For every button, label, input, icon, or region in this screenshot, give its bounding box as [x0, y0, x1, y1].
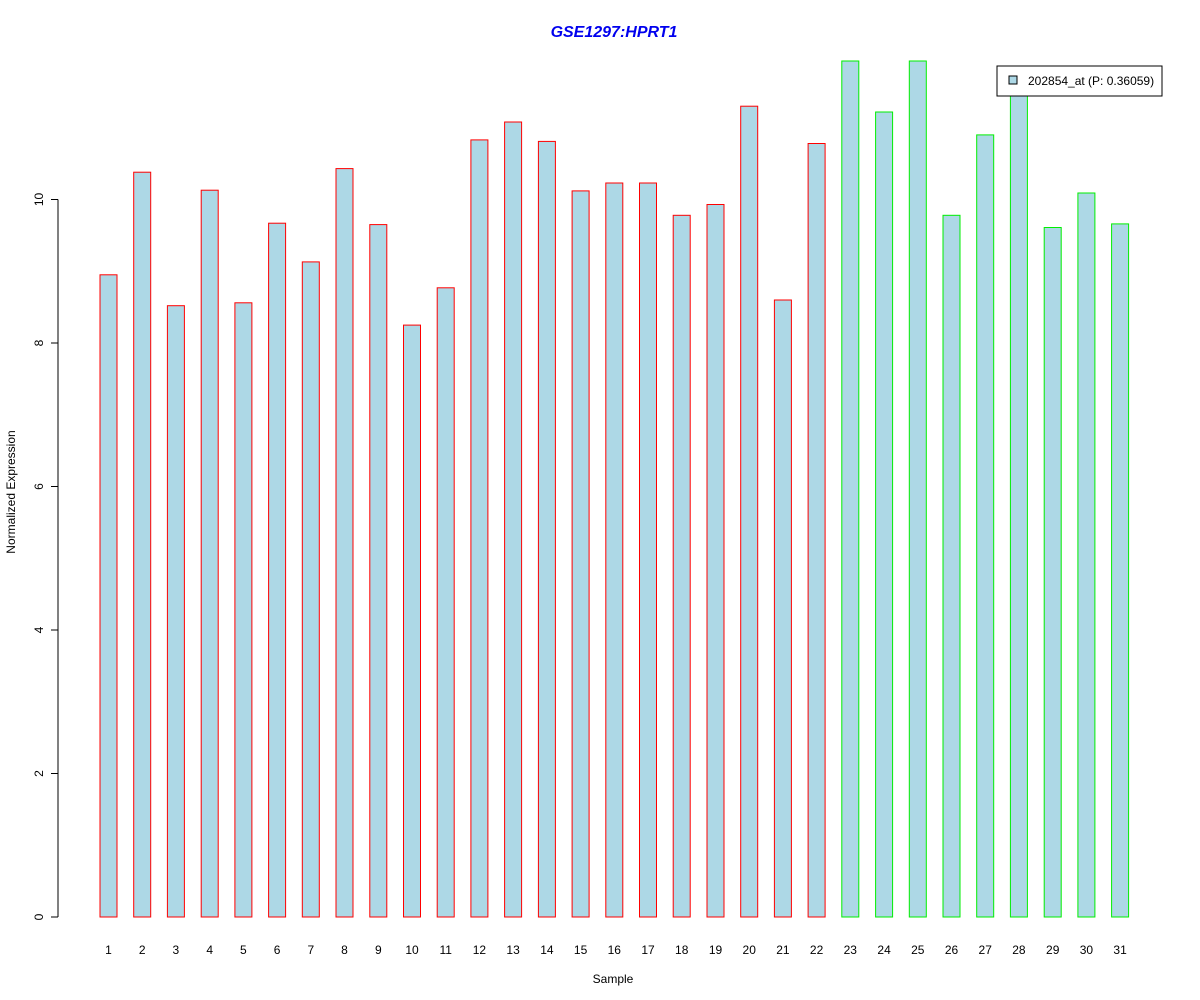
bar-sample-22	[807, 143, 826, 918]
bar-sample-10	[403, 324, 421, 918]
bar-sample-25	[908, 60, 927, 918]
y-axis-title: Normalized Expression	[4, 430, 18, 553]
x-tick-label: 23	[844, 943, 858, 957]
bar-sample-5	[234, 302, 253, 918]
bar-sample-15	[571, 190, 590, 918]
bar-sample-20	[740, 105, 759, 918]
y-tick-label: 10	[32, 193, 46, 207]
bar-sample-21	[773, 299, 792, 918]
bar-sample-3	[166, 305, 185, 918]
x-tick-label: 10	[405, 943, 419, 957]
x-tick-label: 19	[709, 943, 723, 957]
bar-sample-18	[672, 214, 691, 918]
legend-swatch	[1008, 75, 1018, 85]
bar-sample-28	[1009, 89, 1028, 918]
y-tick-label: 4	[32, 626, 46, 633]
bar-sample-12	[470, 139, 489, 918]
x-tick-label: 21	[776, 943, 790, 957]
bar-sample-16	[605, 182, 624, 918]
bar-sample-6	[268, 222, 287, 918]
x-axis-title: Sample	[593, 972, 634, 986]
bar-sample-2	[133, 171, 152, 918]
x-tick-label: 24	[877, 943, 891, 957]
x-tick-label: 27	[979, 943, 993, 957]
x-tick-label: 17	[641, 943, 655, 957]
x-tick-label: 7	[307, 943, 314, 957]
bars-group	[99, 60, 1130, 918]
bar-sample-23	[841, 60, 860, 918]
x-tick-label: 16	[608, 943, 622, 957]
bar-sample-8	[335, 168, 354, 918]
bar-sample-26	[942, 214, 961, 918]
bar-sample-29	[1043, 227, 1062, 918]
bar-sample-11	[436, 287, 455, 918]
x-tick-label: 2	[139, 943, 146, 957]
x-tick-label: 8	[341, 943, 348, 957]
x-tick-label: 18	[675, 943, 689, 957]
legend: 202854_at (P: 0.36059)	[996, 65, 1163, 97]
x-tick-label: 14	[540, 943, 554, 957]
legend-label: 202854_at (P: 0.36059)	[1028, 74, 1154, 88]
y-tick-label: 0	[32, 913, 46, 920]
x-tick-label: 13	[506, 943, 520, 957]
x-tick-label: 1	[105, 943, 112, 957]
y-tick-label: 6	[32, 483, 46, 490]
x-tick-label: 11	[439, 943, 452, 957]
bar-sample-1	[99, 274, 118, 918]
x-tick-label: 9	[375, 943, 382, 957]
x-tick-label: 15	[574, 943, 588, 957]
x-tick-label: 3	[173, 943, 180, 957]
x-tick-label: 25	[911, 943, 925, 957]
x-tick-label: 12	[473, 943, 487, 957]
y-axis: 0 2 4 6 8 10	[32, 193, 59, 920]
bar-sample-30	[1077, 192, 1096, 918]
bar-sample-13	[504, 121, 523, 918]
x-tick-label: 28	[1012, 943, 1026, 957]
x-tick-label: 4	[206, 943, 213, 957]
x-tick-label: 31	[1113, 943, 1127, 957]
bar-sample-24	[875, 111, 894, 918]
x-tick-label: 6	[274, 943, 281, 957]
bar-sample-17	[639, 182, 657, 918]
legend-box	[996, 65, 1163, 97]
x-tick-label: 29	[1046, 943, 1060, 957]
x-tick-label: 22	[810, 943, 824, 957]
x-tick-label: 30	[1080, 943, 1094, 957]
bar-sample-19	[706, 204, 725, 918]
x-tick-label: 20	[743, 943, 757, 957]
bar-sample-31	[1111, 223, 1130, 918]
bar-sample-14	[537, 140, 556, 918]
x-tick-labels: 1 2 3 4 5 6 7 8 9 10 11 12 13 14 15 16 17 18 19 20 21 22 23 24 2…	[105, 943, 1127, 957]
bar-sample-4	[200, 189, 219, 918]
chart-title: GSE1297:HPRT1	[551, 24, 678, 41]
bar-sample-9	[369, 224, 388, 918]
bar-sample-7	[301, 261, 320, 918]
y-tick-label: 2	[32, 770, 46, 777]
bar-sample-27	[976, 134, 995, 918]
x-tick-label: 5	[240, 943, 247, 957]
y-tick-label: 8	[32, 339, 46, 346]
x-tick-label: 26	[945, 943, 959, 957]
